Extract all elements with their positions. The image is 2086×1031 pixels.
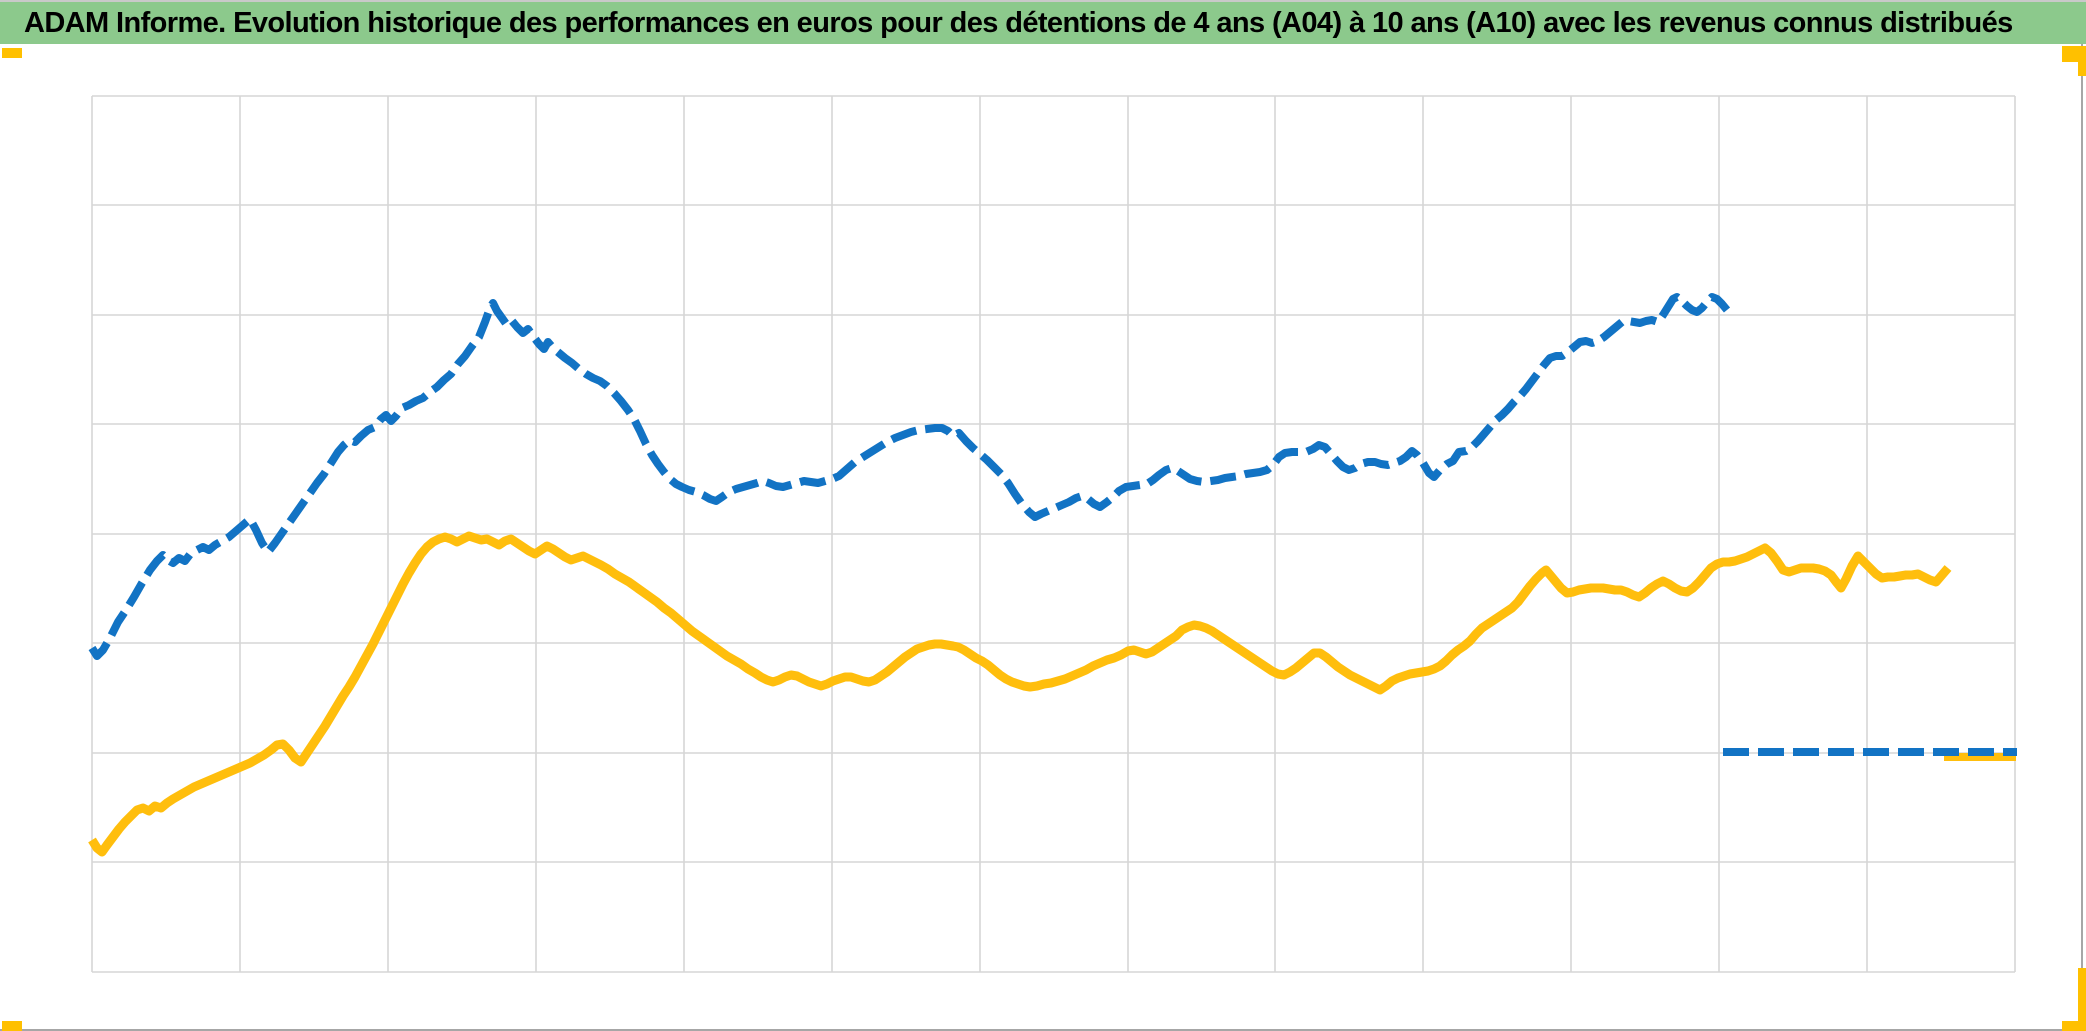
series-yellow-solid-series <box>88 531 1952 857</box>
page-title: ADAM Informe. Evolution historique des p… <box>24 6 2013 39</box>
window-bottom-edge <box>0 1029 2086 1031</box>
window-top-edge <box>0 0 2086 2</box>
corner-marker-top-left <box>2 48 22 58</box>
corner-marker-bottom-right <box>2078 968 2086 1031</box>
corner-marker-top-right <box>2062 46 2086 62</box>
window-right-edge <box>2081 44 2083 1031</box>
header-bar: ADAM Informe. Evolution historique des p… <box>0 2 2086 44</box>
corner-marker-bottom-right-foot <box>2062 1021 2086 1031</box>
corner-marker-bottom-left <box>2 1021 22 1031</box>
series-blue-dashed-series <box>88 293 1731 660</box>
corner-marker-top-right-tail <box>2078 62 2086 76</box>
